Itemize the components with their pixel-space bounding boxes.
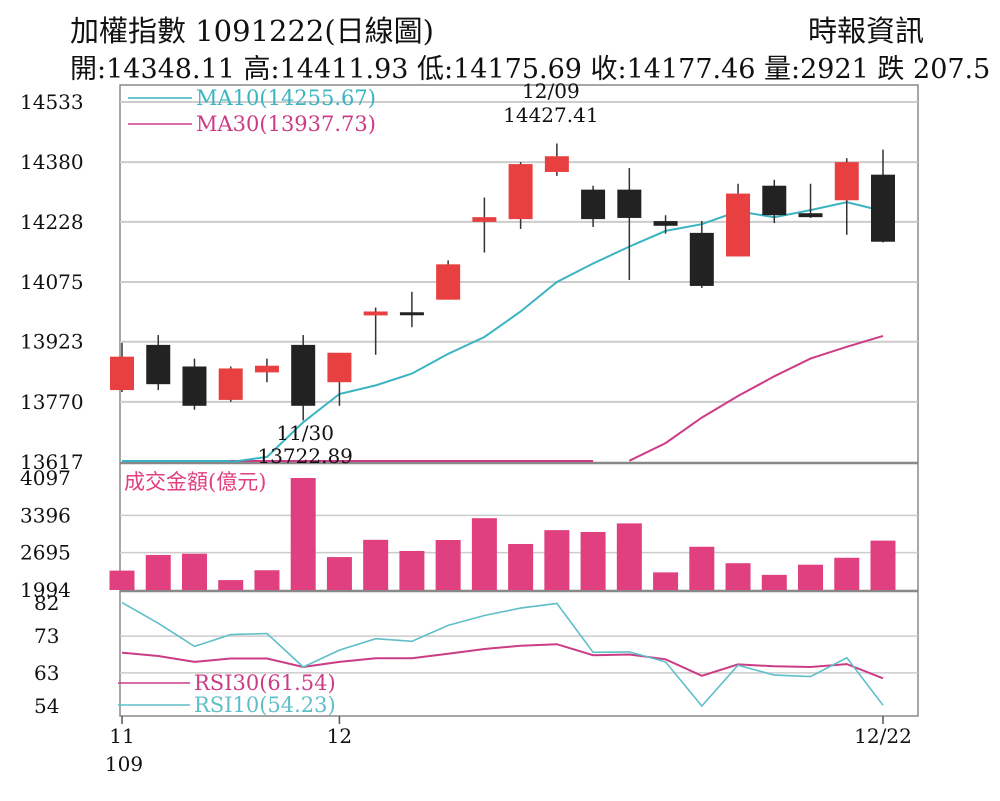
- volume-bar: [616, 523, 642, 590]
- volume-bar: [508, 543, 534, 590]
- candle-body: [254, 365, 279, 373]
- ma30-line: [628, 334, 884, 462]
- rsi-tick-label: 82: [34, 591, 59, 615]
- volume-tick-label: 2695: [20, 541, 71, 565]
- price-tick-label: 13770: [20, 390, 84, 414]
- rsi-tick-label: 63: [34, 661, 59, 685]
- price-tick-label: 14075: [20, 270, 84, 294]
- x-tick-label: 12/22: [854, 724, 912, 748]
- candle-body: [399, 312, 424, 316]
- volume-bar: [254, 570, 280, 590]
- volume-bar: [399, 550, 425, 590]
- volume-bar: [580, 531, 606, 590]
- price-tick-label: 14380: [20, 150, 84, 174]
- candle-body: [472, 217, 497, 222]
- volume-title: 成交金額(億元): [124, 470, 266, 494]
- volume-bar: [471, 518, 497, 590]
- volume-bar: [725, 563, 751, 590]
- candle-body: [146, 344, 171, 385]
- volume-bar: [761, 574, 787, 590]
- candle-body: [182, 366, 207, 406]
- high-date-label: 12/09: [522, 79, 580, 103]
- candle-body: [762, 185, 787, 216]
- volume-bar: [689, 546, 715, 590]
- volume-bar: [109, 570, 135, 590]
- candle-body: [581, 189, 606, 220]
- candle-body: [363, 311, 388, 316]
- candle-body: [436, 264, 461, 300]
- price-tick-label: 13923: [20, 330, 84, 354]
- volume-bar: [834, 557, 860, 590]
- rsi-tick-label: 73: [34, 624, 59, 648]
- low-value-label: 13722.89: [257, 444, 352, 468]
- rsi30-legend-label: RSI30(61.54): [194, 671, 336, 695]
- candle-body: [617, 189, 642, 218]
- candle-body: [508, 164, 533, 220]
- volume-bar: [435, 539, 461, 590]
- volume-bar: [798, 564, 824, 590]
- candle-body: [291, 344, 316, 406]
- plot-frame: [119, 84, 919, 717]
- x-tick-label: 11: [109, 724, 134, 748]
- price-tick-label: 13617: [20, 450, 84, 474]
- rsi10-legend-label: RSI10(54.23): [194, 693, 336, 717]
- volume-bar: [363, 539, 389, 590]
- candle-body: [871, 174, 895, 242]
- rsi10-line: [121, 601, 884, 708]
- volume-bar: [181, 553, 207, 590]
- source-label: 時報資訊: [807, 14, 924, 48]
- rsi30-line: [121, 643, 884, 680]
- volume-bar: [870, 540, 896, 590]
- price-tick-label: 14533: [20, 90, 84, 114]
- volume-bar: [145, 554, 171, 590]
- volume-bar: [218, 580, 244, 590]
- low-date-label: 11/30: [276, 421, 334, 445]
- x-tick-label: 12: [327, 724, 352, 748]
- volume-bar: [290, 478, 316, 590]
- candle-body: [834, 162, 859, 201]
- candle-body: [544, 156, 569, 172]
- rsi-tick-label: 54: [34, 694, 59, 718]
- volume-tick-label: 1994: [20, 578, 71, 602]
- volume-bar: [544, 530, 570, 590]
- ma10-legend-label: MA10(14255.67): [196, 86, 376, 110]
- volume-tick-label: 3396: [20, 503, 71, 527]
- price-tick-label: 14228: [20, 210, 84, 234]
- price-stats: 開:14348.11 高:14411.93 低:14175.69 收:14177…: [70, 54, 991, 85]
- volume-tick-label: 4097: [20, 466, 71, 490]
- ma30-legend-label: MA30(13937.73): [196, 112, 376, 136]
- candle-body: [327, 352, 352, 383]
- candle-body: [798, 213, 823, 218]
- chart-title: 加權指數 1091222(日線圖): [70, 14, 435, 48]
- candle-body: [218, 368, 243, 400]
- x-year-label: 109: [105, 752, 143, 776]
- volume-bar: [653, 572, 679, 590]
- candle-body: [653, 221, 678, 226]
- candle-body: [689, 232, 714, 286]
- candle-body: [726, 193, 751, 257]
- high-value-label: 14427.41: [503, 103, 598, 127]
- candle-body: [110, 356, 134, 391]
- volume-bar: [326, 557, 352, 590]
